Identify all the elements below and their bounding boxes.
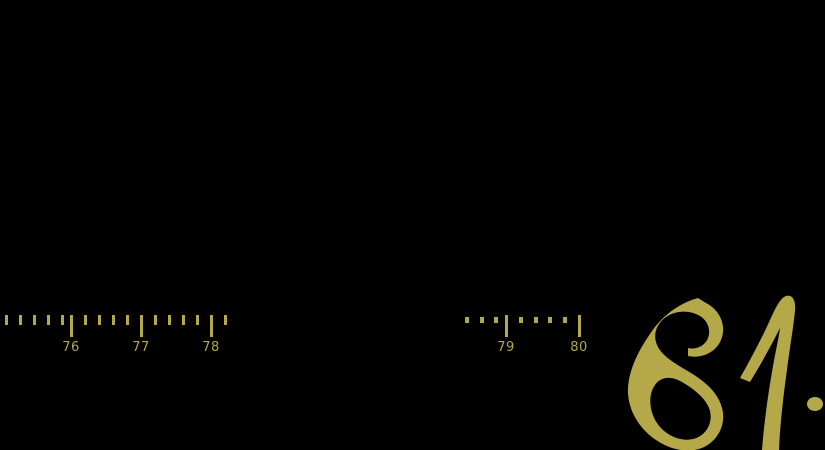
script-glyphs: [627, 295, 823, 450]
ruler-segment-left: 76 77 78: [0, 315, 240, 375]
ruler-minor-tick: [519, 317, 523, 323]
script-digit-8: [627, 298, 724, 450]
ruler-minor-tick: [168, 315, 171, 325]
ruler-label-76: 76: [62, 340, 80, 355]
ruler-label-79: 79: [497, 340, 515, 355]
ruler-minor-tick: [494, 317, 498, 323]
ruler-minor-tick: [33, 315, 36, 325]
ruler-minor-tick: [47, 315, 50, 325]
ruler-major-tick-78: [210, 315, 213, 337]
ruler-minor-tick: [126, 315, 129, 325]
ruler-minor-tick: [84, 315, 87, 325]
ruler-minor-tick: [465, 317, 469, 323]
script-decimal-point: [807, 397, 823, 411]
ruler-minor-tick: [534, 317, 538, 323]
ruler-minor-tick: [98, 315, 101, 325]
ruler-minor-tick: [19, 315, 22, 325]
script-digit-1: [740, 295, 796, 450]
ruler-label-78: 78: [202, 340, 220, 355]
ruler-minor-tick: [182, 315, 185, 325]
ruler-minor-tick: [61, 315, 64, 325]
ruler-minor-tick: [224, 315, 227, 325]
ruler-minor-tick: [480, 317, 484, 323]
measurement-reading-script: [627, 295, 823, 450]
measurement-reading: [612, 286, 825, 450]
ruler-major-tick-76: [70, 315, 73, 337]
ruler-major-tick-79: [505, 315, 508, 337]
ruler-minor-tick: [548, 317, 552, 323]
ruler-major-tick-80: [578, 315, 581, 337]
ruler-label-80: 80: [570, 340, 588, 355]
ruler-minor-tick: [154, 315, 157, 325]
ruler-label-77: 77: [132, 340, 150, 355]
ruler-minor-tick: [112, 315, 115, 325]
ruler-minor-tick: [563, 317, 567, 323]
ruler-minor-tick: [5, 315, 8, 325]
ruler-minor-tick: [196, 315, 199, 325]
ruler-major-tick-77: [140, 315, 143, 337]
ruler-segment-right: 79 80: [462, 315, 592, 375]
